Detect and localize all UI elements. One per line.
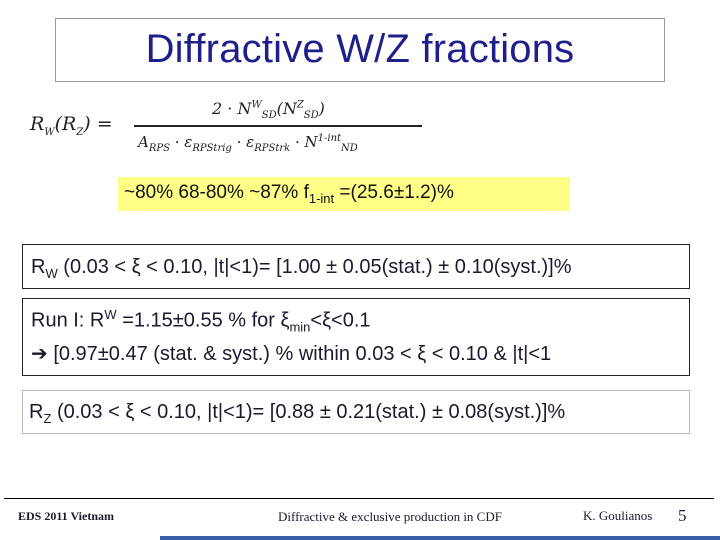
footer-author: K. Goulianos xyxy=(583,508,653,523)
formula-denominator: ARPS · εRPStrig · εRPStrk · N1-intND xyxy=(138,133,358,154)
footer-divider xyxy=(4,498,714,499)
bottom-strip xyxy=(160,536,720,540)
rz-result-text: RZ (0.03 < ξ < 0.10, |t|<1)= [0.88 ± 0.2… xyxy=(29,401,566,426)
slide-title: Diffractive W/Z fractions xyxy=(145,27,575,71)
rw-result-box: RW (0.03 < ξ < 0.10, |t|<1)= [1.00 ± 0.0… xyxy=(22,244,690,289)
run1-line: Run I: RW =1.15±0.55 % for ξmin<ξ<0.1 xyxy=(31,307,371,335)
run1-box: Run I: RW =1.15±0.55 % for ξmin<ξ<0.1 ➔ … xyxy=(22,298,690,376)
formula-lhs: RW(RZ) = xyxy=(30,113,113,138)
formula: RW(RZ) = 2 · NWSD(NZSD) ARPS · εRPStrig … xyxy=(30,95,430,165)
formula-numerator: 2 · NWSD(NZSD) xyxy=(212,99,325,122)
fraction-bar xyxy=(134,125,422,127)
page-number: 5 xyxy=(678,506,687,525)
footer-conference: EDS 2011 Vietnam xyxy=(18,509,115,523)
rw-result-text: RW (0.03 < ξ < 0.10, |t|<1)= [1.00 ± 0.0… xyxy=(31,256,572,281)
efficiency-highlight: ~80% 68-80% ~87% f1-int =(25.6±1.2)% xyxy=(118,177,570,211)
efficiency-text: ~80% 68-80% ~87% f1-int =(25.6±1.2)% xyxy=(124,182,454,206)
title-box: Diffractive W/Z fractions xyxy=(55,18,665,82)
arrow-icon: ➔ xyxy=(31,343,48,365)
run1-rescaled-line: ➔ [0.97±0.47 (stat. & syst.) % within 0.… xyxy=(31,343,552,365)
footer-talk-title: Diffractive & exclusive production in CD… xyxy=(278,509,502,524)
rz-result-box: RZ (0.03 < ξ < 0.10, |t|<1)= [0.88 ± 0.2… xyxy=(22,390,690,434)
